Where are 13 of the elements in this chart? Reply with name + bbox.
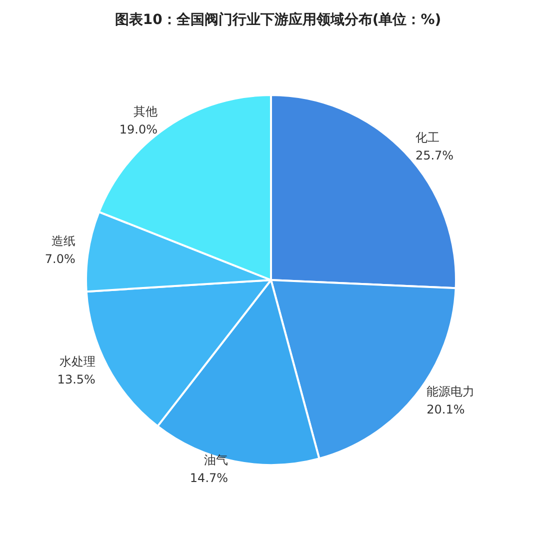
data-label: 25.7% bbox=[415, 148, 454, 163]
slice-label: 能源电力 bbox=[426, 384, 475, 399]
data-label: 14.7% bbox=[190, 471, 228, 486]
slice-label: 油气 bbox=[204, 453, 228, 468]
chart-title: 图表10：全国阀门行业下游应用领域分布(单位：%) bbox=[114, 11, 442, 28]
data-label: 19.0% bbox=[119, 122, 158, 136]
data-label: 7.0% bbox=[44, 252, 76, 266]
data-label: 13.5% bbox=[57, 372, 96, 386]
slice-label: 化工 bbox=[415, 130, 440, 145]
slice-label: 水处理 bbox=[59, 354, 96, 368]
slice-label: 造纸 bbox=[51, 234, 76, 248]
data-label: 20.1% bbox=[426, 402, 465, 417]
slice-label: 其他 bbox=[134, 104, 158, 118]
